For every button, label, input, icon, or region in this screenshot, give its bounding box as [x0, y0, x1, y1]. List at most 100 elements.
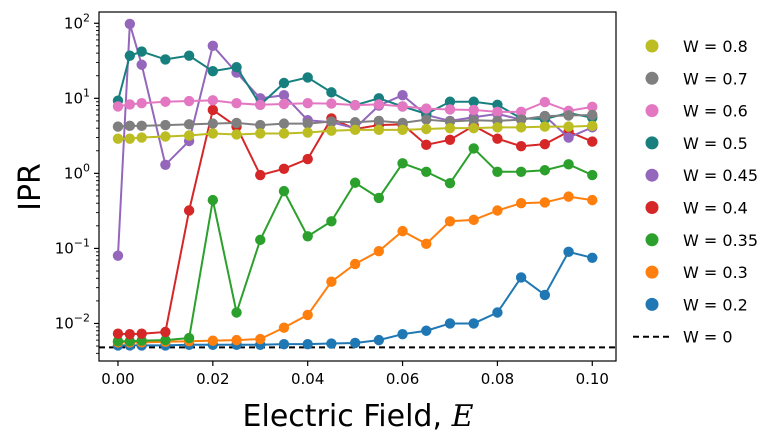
series-w0-3-point: [421, 238, 432, 250]
legend-item: W = 0.5: [645, 134, 748, 153]
series-w0-2-point: [444, 318, 456, 329]
series-w0-8-point: [183, 130, 195, 141]
series-w0-2-point: [563, 246, 574, 258]
y-axis: 10−2 10−1 100 101 102: [55, 11, 99, 354]
series-w0-35-point: [349, 177, 361, 188]
series-w0-3-point: [373, 245, 385, 257]
series-w0-4-point: [492, 133, 503, 144]
legend-item: W = 0.35: [645, 231, 758, 250]
series-w0-6-point: [231, 98, 242, 109]
series-w0-35-point: [326, 216, 337, 227]
series-w0-6-point: [421, 103, 432, 114]
x-axis-title-text: Electric Field,: [243, 399, 452, 434]
series-w0-4-point: [136, 328, 147, 339]
series-w0-45-point: [112, 250, 124, 261]
series-w0-8-point: [373, 124, 385, 136]
legend-marker: [645, 71, 659, 85]
series-w0-3-point: [468, 214, 479, 226]
series-w0-4-point: [255, 169, 266, 181]
series-w0-35-point: [112, 336, 124, 347]
series-w0-4-point: [124, 328, 136, 340]
series-w0-2-line: [117, 250, 593, 347]
x-tick-label: 0.02: [196, 370, 229, 388]
series-w0-7-point: [183, 119, 195, 130]
x-tick-label: 0.08: [481, 370, 514, 388]
series-w0-7-point: [160, 119, 171, 131]
legend-marker: [645, 201, 659, 214]
series-w0-8-point: [468, 122, 479, 134]
series-w0-7-point: [326, 116, 337, 127]
series-w0-2-point: [515, 272, 527, 283]
series-w0-5-point: [444, 96, 456, 107]
series-w0-3-point: [492, 205, 503, 216]
series-w0-8-point: [255, 128, 266, 139]
series-w0-7: [112, 109, 598, 132]
series-w0-8: [112, 120, 598, 144]
legend-label: W = 0.35: [683, 231, 758, 250]
series-w0-2-point: [587, 252, 598, 263]
series-w0-7-point: [349, 117, 361, 128]
y-tick-label: 100: [64, 161, 90, 182]
series-w0-6-point: [112, 101, 124, 112]
y-tick-label: 10−1: [55, 236, 90, 257]
series-w0-7-point: [373, 115, 385, 127]
series-w0-8-point: [278, 128, 290, 139]
series-w0-2-point: [421, 325, 432, 336]
series-w0-4-point: [444, 134, 456, 145]
series-w0-5-point: [183, 50, 195, 61]
series-w0-3-point: [207, 335, 219, 346]
series-w0-4-line: [117, 108, 593, 336]
legend-marker: [645, 168, 659, 182]
series-w0-45-point: [160, 159, 171, 171]
series-w0-8-point: [160, 131, 171, 142]
series-w0-2-point: [468, 318, 479, 329]
series-w0-7-point: [255, 119, 266, 131]
series-w0-5-point: [231, 61, 242, 73]
x-tick-label: 0.00: [101, 370, 134, 388]
series-w0-6-point: [515, 106, 527, 118]
series-w0-7-point: [136, 120, 147, 132]
series-w0-45-point: [136, 59, 147, 70]
series-w0-7-point: [587, 109, 598, 121]
legend-label: W = 0: [683, 328, 733, 347]
series-w0-4-point: [421, 139, 432, 151]
series-w0-2-point: [539, 289, 551, 301]
series-w0-4-point: [160, 326, 171, 338]
legend-item: W = 0.8: [645, 37, 748, 56]
series-w0-8-point: [539, 121, 551, 132]
series-w0-35-point: [207, 194, 219, 206]
series-w0-35-point: [373, 192, 385, 204]
series-w0-8-line: [117, 124, 593, 140]
series-w0-35-point: [515, 166, 527, 177]
series-w0-4-point: [587, 136, 598, 147]
series-w0-5-point: [136, 46, 147, 57]
series-w0-8-point: [207, 128, 219, 139]
series-w0-6-point: [136, 98, 147, 109]
series-w0-8-point: [136, 132, 147, 143]
series-w0-7-point: [112, 121, 124, 132]
series-w0-3-point: [444, 216, 456, 227]
legend-label: W = 0.3: [683, 263, 748, 282]
series-w0-2-point: [326, 338, 337, 349]
series-w0-45-point: [207, 40, 219, 52]
series-w0-6-point: [278, 98, 290, 110]
series-w0-6-point: [444, 104, 456, 115]
legend-marker: [645, 297, 659, 311]
series-w0-6-point: [124, 99, 136, 110]
series-w0-6-point: [492, 106, 503, 118]
y-tick-label: 101: [64, 86, 90, 107]
series-w0-4-point: [515, 141, 527, 152]
legend-marker: [645, 104, 659, 118]
series-w0-6-point: [373, 99, 385, 110]
y-tick-label: 10−2: [55, 311, 90, 332]
plot-frame: [98, 11, 617, 362]
series-w0-7-point: [515, 114, 527, 125]
legend-label: W = 0.8: [683, 37, 748, 56]
legend-label: W = 0.2: [683, 295, 748, 314]
series-w0-8-point: [302, 127, 313, 138]
series-w0-3-point: [349, 258, 361, 270]
series-w0-6-point: [183, 95, 195, 107]
series-w0-35-point: [160, 334, 171, 346]
series-w0-3-point: [231, 334, 242, 346]
